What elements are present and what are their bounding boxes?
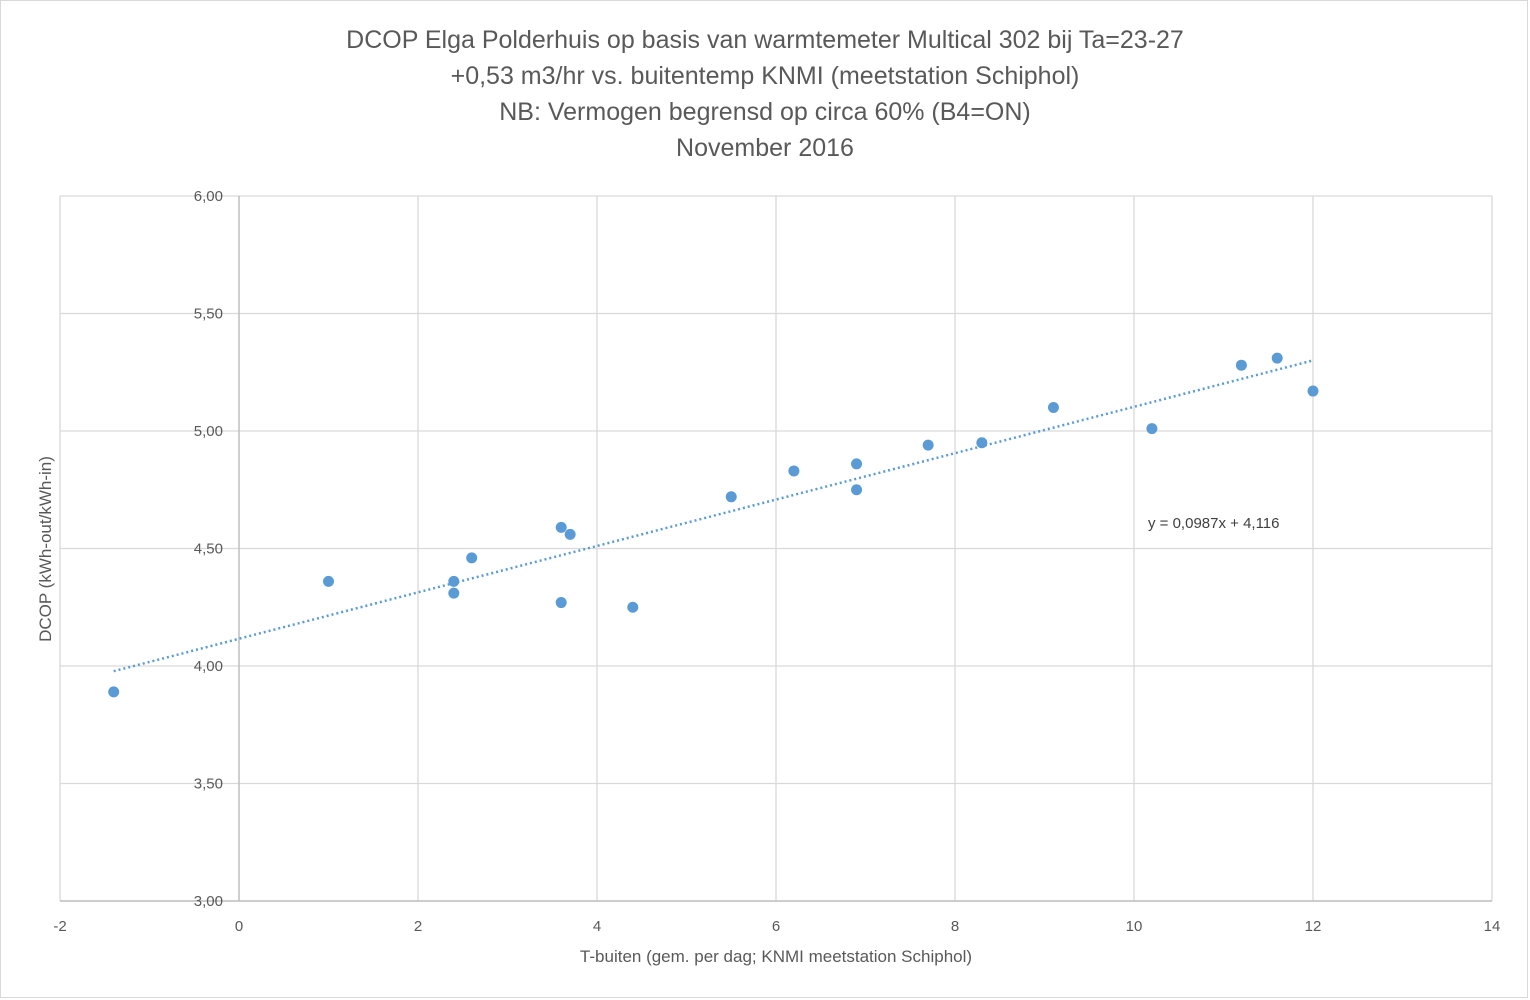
data-point	[851, 484, 863, 496]
data-points	[108, 352, 1319, 698]
chart-title-line-2: +0,53 m3/hr vs. buitentemp KNMI (meetsta…	[450, 62, 1080, 90]
data-point	[323, 575, 334, 587]
data-point	[108, 686, 120, 698]
chart-title: DCOP Elga Polderhuis op basis van warmte…	[0, 22, 1530, 166]
axes	[60, 196, 1492, 902]
trendline	[113, 359, 1314, 673]
data-point	[555, 521, 567, 533]
chart-title-line-4: November 2016	[676, 134, 854, 162]
data-point	[1146, 423, 1158, 435]
x-tick-label: 4	[593, 918, 601, 935]
x-tick-label: 12	[1305, 918, 1322, 935]
x-tick-label: 6	[772, 918, 780, 935]
data-point	[627, 601, 639, 613]
chart-title-line-3: NB: Vermogen begrensd op circa 60% (B4=O…	[499, 98, 1031, 126]
trendline-group	[113, 359, 1314, 673]
x-axis-title: T-buiten (gem. per dag; KNMI meetstation…	[580, 947, 972, 966]
data-point	[851, 458, 863, 470]
x-tick-label: 14	[1484, 918, 1501, 935]
x-tick-label: 0	[235, 918, 243, 935]
x-tick-label: 10	[1126, 918, 1143, 935]
x-tick-label: 8	[951, 918, 959, 935]
gridlines	[59, 195, 1493, 902]
y-tick-label: 6,00	[194, 188, 223, 205]
y-tick-label: 3,50	[194, 776, 223, 793]
data-point	[448, 587, 460, 599]
data-point	[1047, 402, 1059, 413]
y-tick-label: 4,50	[194, 541, 223, 558]
y-tick-label: 5,00	[194, 423, 223, 440]
y-tick-label: 3,00	[194, 893, 223, 910]
data-point	[564, 528, 576, 540]
data-point	[555, 597, 567, 609]
tick-labels: 3,00 3,50 4,00 4,50 5,00 5,50 6,00 -2 0 2 4 6 8 10 12 1…	[53, 188, 1500, 935]
data-point	[922, 439, 934, 451]
data-point	[1235, 359, 1247, 371]
data-point	[725, 491, 737, 503]
trendline-equation: y = 0,0987x + 4,116	[1148, 515, 1280, 532]
chart-title-line-1: DCOP Elga Polderhuis op basis van warmte…	[346, 26, 1184, 54]
y-axis-title: DCOP (kWh-out/kWh-in)	[36, 456, 55, 642]
data-point	[976, 437, 988, 449]
y-tick-label: 4,00	[194, 658, 223, 675]
data-point	[1307, 385, 1319, 397]
y-tick-label: 5,50	[194, 306, 223, 323]
data-point	[466, 552, 478, 564]
x-tick-label: -2	[53, 918, 66, 935]
data-point	[1271, 352, 1283, 364]
x-tick-label: 2	[414, 918, 422, 935]
data-point	[788, 465, 800, 477]
data-point	[448, 575, 460, 587]
